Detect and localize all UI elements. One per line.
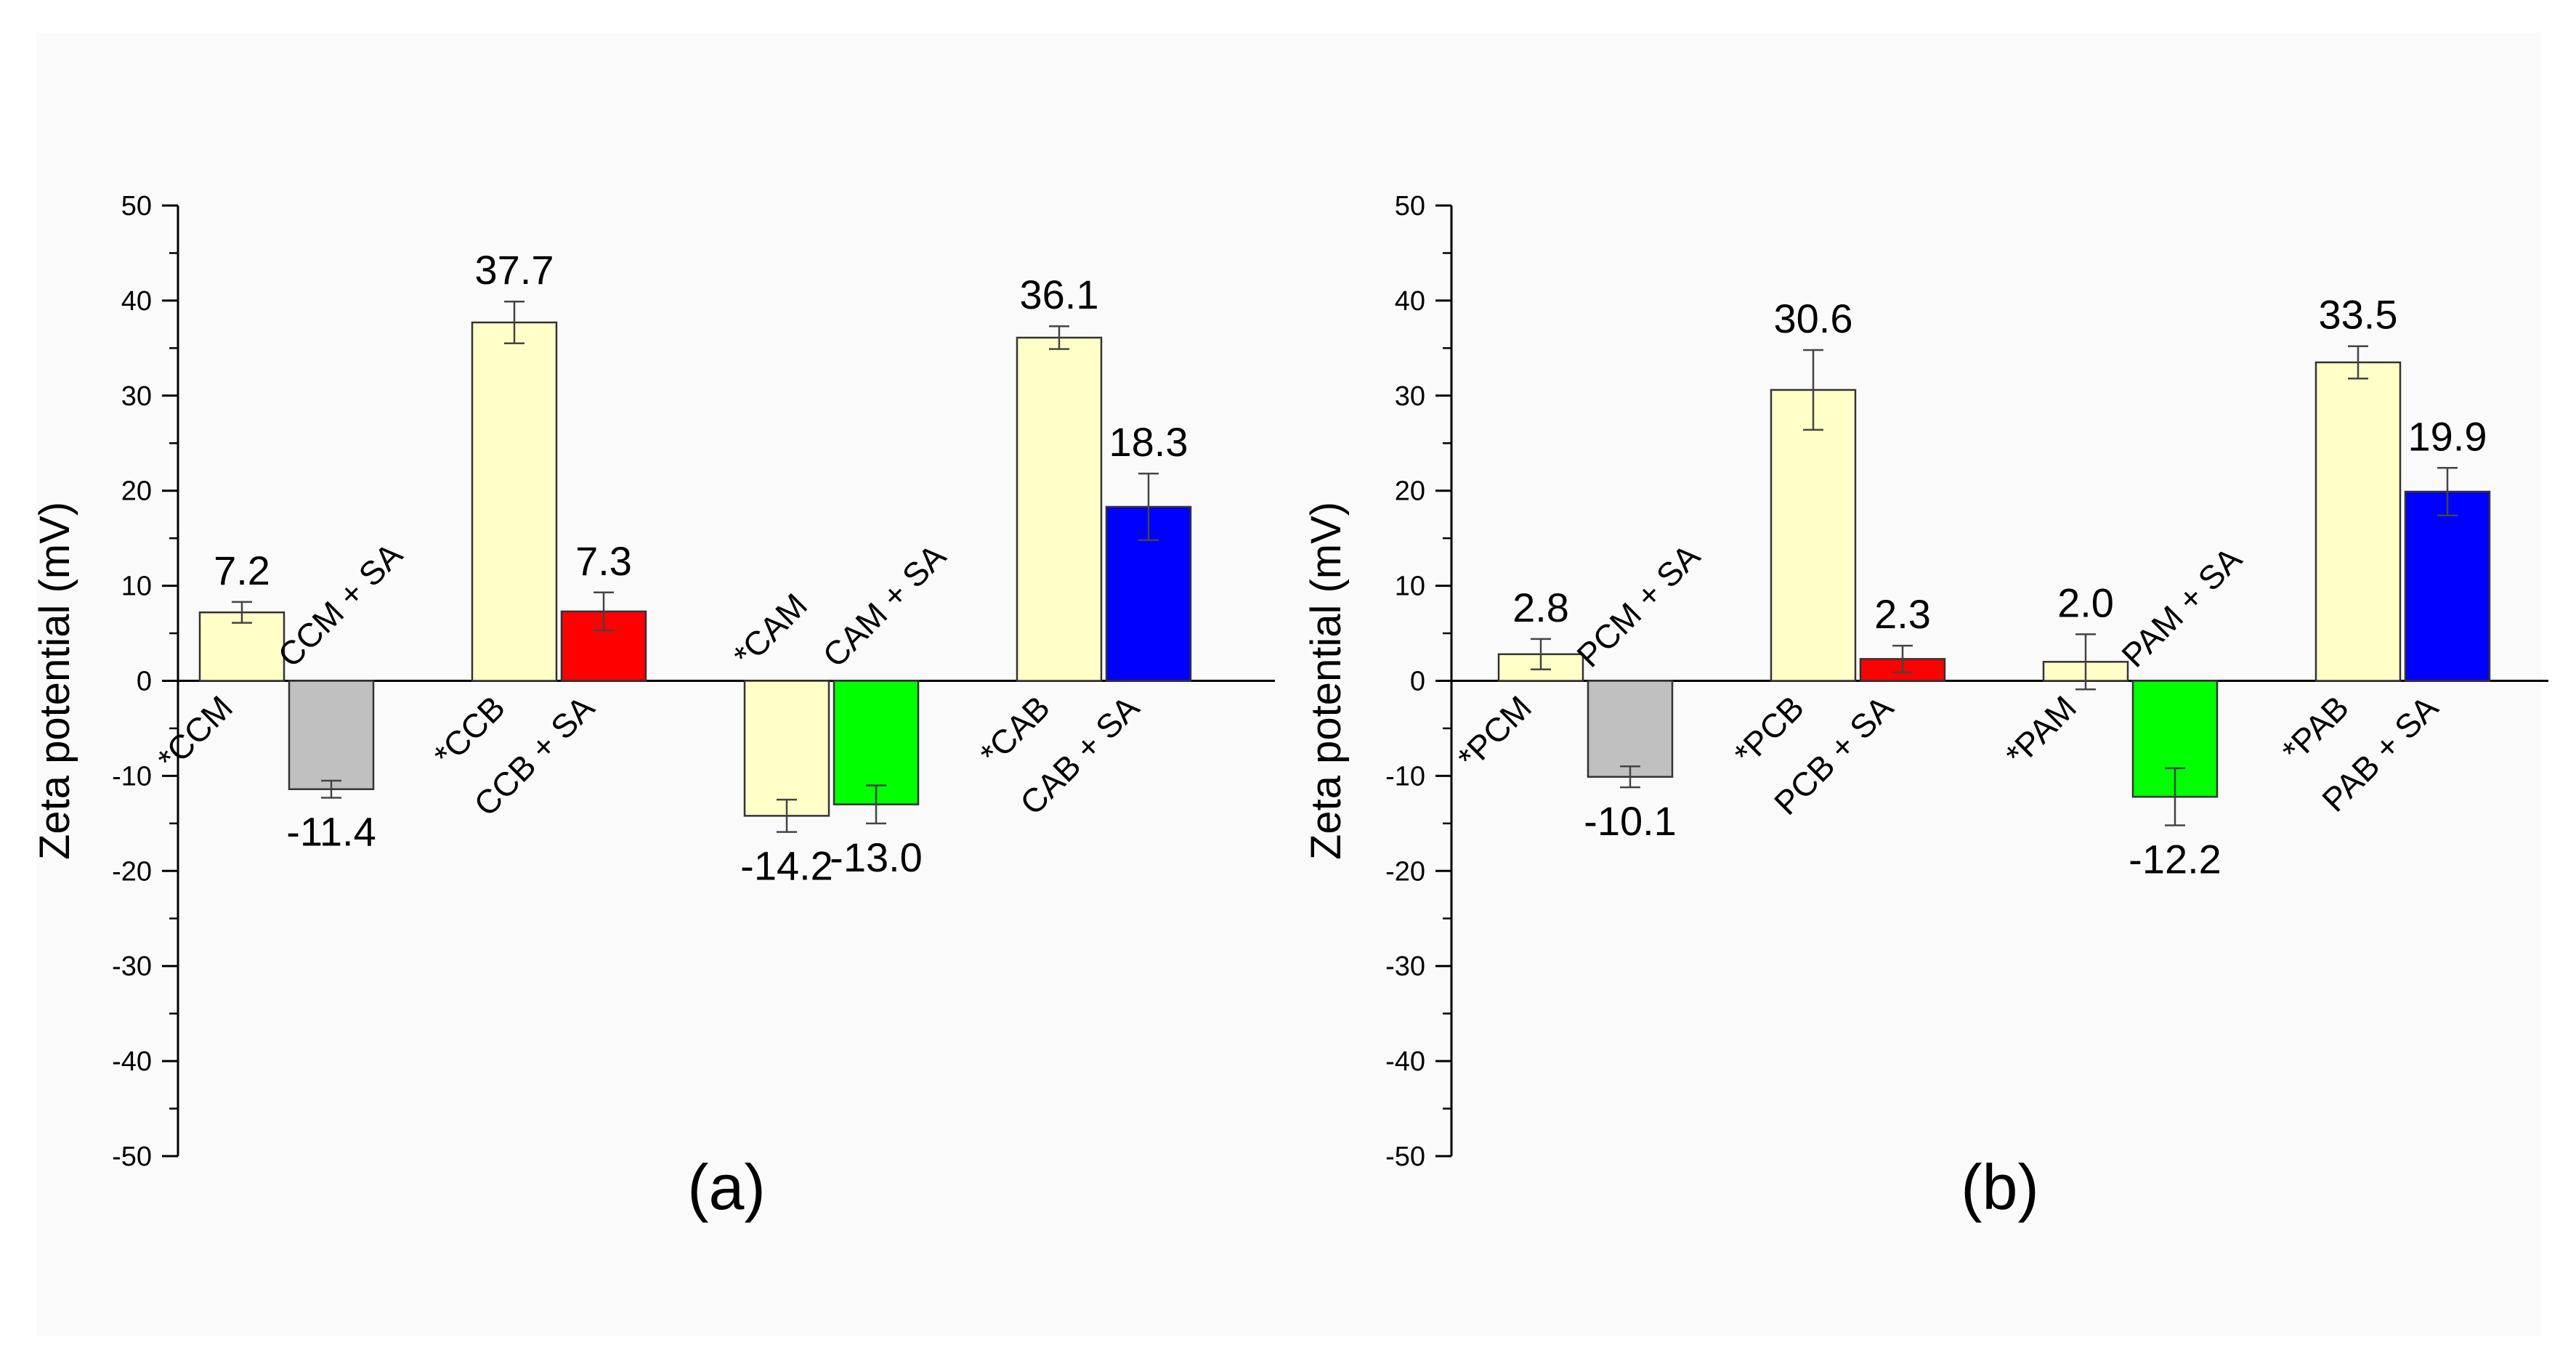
data-label: 2.3 xyxy=(1874,591,1931,637)
panel-label: (a) xyxy=(687,1151,766,1223)
data-label: -13.0 xyxy=(830,834,923,880)
y-tick-label: 30 xyxy=(1395,381,1425,412)
data-label: -10.1 xyxy=(1584,798,1677,844)
y-tick-label: 30 xyxy=(121,381,152,412)
y-tick-label: -10 xyxy=(112,761,152,792)
panel-label: (b) xyxy=(1961,1151,2039,1223)
error-bar xyxy=(1049,325,1069,350)
y-tick-label: -50 xyxy=(1385,1142,1425,1172)
y-tick-label: 40 xyxy=(1395,286,1425,317)
bar-ccb xyxy=(471,321,558,682)
error-bar xyxy=(2075,633,2096,691)
data-label: 37.7 xyxy=(475,247,554,293)
bar-pcm-sa xyxy=(1587,680,1674,778)
data-label: 7.2 xyxy=(214,548,270,593)
y-tick-label: 10 xyxy=(121,572,152,602)
y-tick-label: -40 xyxy=(1385,1046,1425,1077)
y-tick-label: 0 xyxy=(1410,667,1425,697)
error-bar xyxy=(1620,765,1640,789)
error-bar xyxy=(2165,767,2185,826)
bar-ccm-sa xyxy=(288,680,375,790)
data-label: 36.1 xyxy=(1020,272,1099,317)
y-tick-label: -20 xyxy=(1385,856,1425,887)
data-label: 2.8 xyxy=(1512,585,1569,630)
data-label: 33.5 xyxy=(2319,292,2398,338)
bar-pcb xyxy=(1770,389,1857,682)
bar-cam xyxy=(743,680,830,817)
error-bar xyxy=(594,591,614,632)
y-axis-title: Zeta potential (mV) xyxy=(1303,502,1350,860)
y-tick-label: -30 xyxy=(1385,951,1425,982)
y-tick-label: 10 xyxy=(1395,572,1425,602)
data-label: 19.9 xyxy=(2408,413,2487,459)
error-bar xyxy=(866,784,886,825)
error-bar xyxy=(1138,472,1159,542)
y-tick-label: 20 xyxy=(1395,476,1425,507)
data-label: 2.0 xyxy=(2057,580,2114,625)
y-tick-label: 50 xyxy=(121,191,152,221)
error-bar xyxy=(232,601,252,624)
error-bar xyxy=(2437,467,2458,516)
bar-ccm xyxy=(198,611,285,682)
y-tick-label: 40 xyxy=(121,286,152,317)
bar-cam-sa xyxy=(833,680,920,805)
error-bar xyxy=(2348,345,2368,380)
y-tick-label: -50 xyxy=(112,1142,152,1172)
error-bar xyxy=(504,300,524,345)
y-tick-label: 50 xyxy=(1395,191,1425,221)
y-tick-label: 20 xyxy=(121,476,152,507)
error-bar xyxy=(1892,644,1913,673)
bar-pab-sa xyxy=(2404,490,2491,682)
error-bar xyxy=(1531,638,1551,671)
bar-pab xyxy=(2314,361,2402,682)
y-tick-label: -40 xyxy=(112,1046,152,1077)
error-bar xyxy=(321,779,341,799)
y-tick-label: -20 xyxy=(112,856,152,887)
data-label: 30.6 xyxy=(1774,296,1853,341)
data-label: -11.4 xyxy=(286,809,376,855)
y-tick-label: 0 xyxy=(137,667,152,697)
bar-cab xyxy=(1016,336,1103,682)
data-label: 7.3 xyxy=(575,538,632,584)
data-label: -12.2 xyxy=(2129,836,2221,882)
y-tick-label: -10 xyxy=(1385,761,1425,792)
error-bar xyxy=(777,798,797,833)
data-label: -14.2 xyxy=(740,843,833,889)
y-axis-title: Zeta potential (mV) xyxy=(31,502,78,860)
data-label: 18.3 xyxy=(1109,419,1188,465)
error-bar xyxy=(1803,349,1823,431)
y-tick-label: -30 xyxy=(112,951,152,982)
